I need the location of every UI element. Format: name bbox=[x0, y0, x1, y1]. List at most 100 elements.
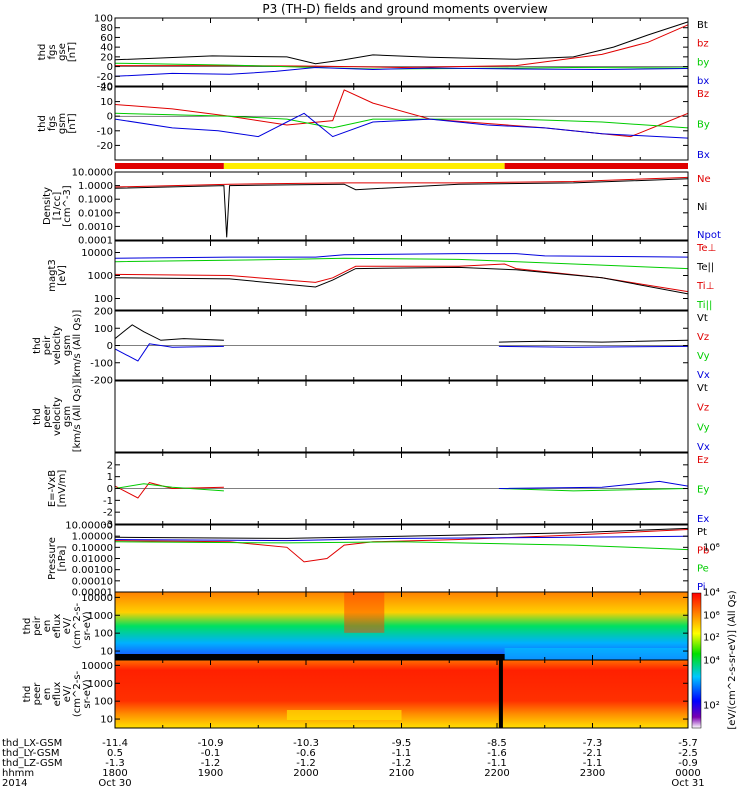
x-tick-label: 0000 bbox=[675, 768, 700, 779]
x-tick-label: Oct 30 bbox=[98, 778, 131, 789]
x-tick-label: 1800 bbox=[102, 768, 127, 779]
y-tick-label: 1.0000 bbox=[78, 181, 113, 192]
y-tick-label: -100 bbox=[90, 358, 113, 369]
x-tick-label: -11.4 bbox=[102, 738, 128, 749]
x-tick-label: -2.5 bbox=[678, 748, 698, 759]
series-Vt-line bbox=[114, 324, 224, 341]
y-axis-label: magt3 [eV] bbox=[47, 259, 68, 292]
y-tick-label: 200 bbox=[94, 307, 113, 318]
legend-entry: Pb bbox=[697, 545, 709, 556]
legend-entry: Vy bbox=[697, 422, 710, 433]
y-axis-label-line: thd bbox=[37, 115, 48, 132]
legend-entry: Ex bbox=[697, 514, 709, 525]
y-axis-label-line: thd bbox=[32, 408, 43, 425]
legend-entry: Vt bbox=[697, 383, 708, 394]
y-axis-label-line: peer bbox=[42, 404, 53, 428]
y-tick-label: 20 bbox=[100, 52, 113, 63]
y-tick-label: 10.0000 bbox=[72, 168, 113, 179]
y-axis-label-line: thd bbox=[22, 618, 33, 635]
y-tick-label: 0 bbox=[107, 341, 113, 352]
legend-entry: Ne bbox=[697, 174, 711, 185]
y-axis-label-line: sr-eV) bbox=[82, 679, 93, 708]
legend-entry: Ti⊥ bbox=[696, 281, 714, 292]
y-tick-label: 10 bbox=[100, 97, 113, 108]
colorbar-tick-label: 10⁴ bbox=[703, 588, 720, 599]
spectrogram-gap bbox=[498, 660, 503, 728]
y-axis-label-line: thd bbox=[37, 44, 48, 61]
spectrogram-gap bbox=[115, 654, 505, 660]
panel-peer-eflux: 10000 1000 100 10 thd peer en eflux eV/(cm^2-s-s… bbox=[22, 659, 689, 729]
y-tick-label: 0.0010 bbox=[78, 222, 113, 233]
y-axis-label-line: gsm bbox=[62, 406, 73, 427]
spectrogram-feature bbox=[504, 648, 688, 660]
y-tick-label: 0.10000 bbox=[72, 543, 113, 554]
legend-entry: bx bbox=[697, 76, 709, 87]
x-tick-label: -10.3 bbox=[293, 738, 319, 749]
y-axis-label-line: [nT] bbox=[67, 42, 78, 62]
y-tick-label: 0.0001 bbox=[78, 236, 113, 247]
y-axis-label-line: [nPa] bbox=[57, 545, 68, 571]
spectrogram-feature bbox=[344, 592, 385, 633]
x-row-label: 2014 bbox=[2, 778, 27, 789]
y-tick-label: 1000 bbox=[88, 611, 113, 622]
legend-entry: Ti|| bbox=[696, 300, 712, 311]
y-axis-label-line: [km/s (All Qs)] bbox=[72, 310, 83, 382]
y-axis-label-line: gsm bbox=[57, 113, 68, 134]
y-axis-label-line: eV/ bbox=[62, 685, 73, 702]
y-axis-label-line: [nT] bbox=[67, 113, 78, 133]
series-Pi-line bbox=[114, 535, 689, 542]
series-Pe-line bbox=[114, 541, 689, 551]
series-Ni-line bbox=[114, 178, 689, 238]
legend-entry: Npot bbox=[697, 230, 721, 241]
y-tick-label: 0.01000 bbox=[72, 554, 113, 565]
y-axis-label-line: sr-eV) bbox=[82, 611, 93, 640]
y-axis-label-line: fgs bbox=[47, 116, 58, 131]
y-axis-label: Density [1/cc] [cm^-3] bbox=[42, 185, 73, 226]
series-bz-line bbox=[115, 24, 689, 69]
x-tick-label: 2200 bbox=[484, 768, 509, 779]
legend-entry: Bz bbox=[697, 89, 709, 100]
y-tick-label: 10000 bbox=[81, 661, 113, 672]
y-tick-label: 0 bbox=[107, 112, 113, 123]
y-axis-label-line: gse bbox=[57, 43, 68, 61]
y-axis-label-line: thd bbox=[22, 686, 33, 703]
legend-entry: Bx bbox=[697, 150, 710, 161]
y-axis-label: E=-VxB [mV/m] bbox=[47, 470, 68, 508]
y-axis-label: thd peer velocity gsm [km/s (All Qs)] bbox=[32, 381, 83, 453]
colorbar-label: [eV/(cm^2-s-sr-eV)] (All Qs) bbox=[727, 590, 738, 729]
y-tick-label: 0.1000 bbox=[78, 195, 113, 206]
x-tick-label: 1900 bbox=[198, 768, 223, 779]
y-tick-label: 1 bbox=[107, 472, 113, 483]
x-tick-label: -9.5 bbox=[392, 738, 412, 749]
panel-peer-velocity: thd peer velocity gsm [km/s (All Qs)] Vt Vz Vy V… bbox=[32, 380, 710, 453]
y-tick-label: 100 bbox=[94, 324, 113, 335]
y-tick-label: -20 bbox=[97, 72, 113, 83]
series-Te⊥-line bbox=[114, 253, 689, 259]
y-tick-label: 100 bbox=[94, 294, 113, 305]
y-axis-label-line: [mV/m] bbox=[57, 470, 68, 508]
y-axis-label-line: Pressure bbox=[47, 537, 58, 580]
y-axis-label-line: peir bbox=[42, 335, 53, 355]
x-tick-label: -5.7 bbox=[678, 738, 698, 749]
y-tick-label: 1000 bbox=[88, 271, 113, 282]
series-Vx-line bbox=[114, 343, 224, 362]
y-tick-label: 1.00000 bbox=[72, 532, 113, 543]
y-tick-label: 0.00010 bbox=[72, 576, 113, 587]
y-tick-label: -200 bbox=[90, 376, 113, 387]
x-tick-label: -1.6 bbox=[487, 748, 507, 759]
y-axis-label-line: gsm bbox=[62, 335, 73, 356]
y-axis-label-line: [eV] bbox=[57, 265, 68, 286]
mode-bar-segment bbox=[115, 163, 224, 169]
legend-entry: Te|| bbox=[696, 262, 714, 273]
legend-entry: bz bbox=[697, 39, 709, 50]
y-tick-label: 20 bbox=[100, 83, 113, 94]
mode-bar-segment bbox=[504, 163, 688, 169]
panel-density: 10.0000 1.0000 0.1000 0.0100 0.0010 0.0001 Den… bbox=[42, 168, 721, 247]
y-axis-label-line: eflux bbox=[52, 682, 63, 707]
colorbar-tick-label: 10⁴ bbox=[703, 656, 720, 667]
series-Ey-line bbox=[114, 483, 224, 492]
y-axis-label-line: Density bbox=[42, 187, 53, 225]
x-tick-label: -0.9 bbox=[678, 758, 698, 769]
